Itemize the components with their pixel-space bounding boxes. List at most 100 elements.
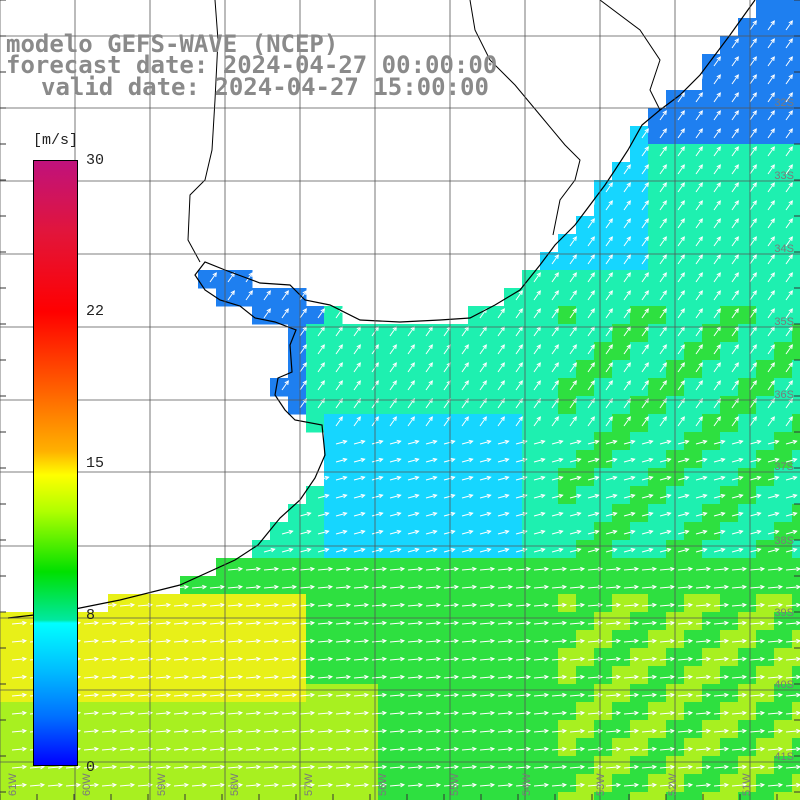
wind-speed-cell [648,630,667,649]
wind-speed-cell [792,630,800,649]
wind-arrow [551,439,564,445]
wind-arrow [479,692,496,698]
wind-speed-cell [702,396,721,415]
wind-speed-cell [306,306,325,325]
wind-speed-cell [630,252,649,271]
wind-speed-cell [504,522,523,541]
wind-speed-cell [252,774,271,793]
wind-speed-cell [360,468,379,487]
wind-speed-cell [774,342,793,361]
longitude-label: 54W [521,773,533,796]
wind-arrow [605,566,622,572]
wind-arrow [785,56,793,67]
wind-arrow [155,764,172,770]
wind-arrow [587,218,595,229]
wind-arrow [209,764,226,770]
wind-arrow [389,638,406,644]
wind-speed-cell [432,540,451,559]
wind-arrow [173,656,190,662]
wind-arrow [11,638,28,644]
wind-arrow [533,380,541,391]
wind-arrow [263,602,280,608]
wind-speed-cell [324,774,343,793]
wind-arrow [281,566,298,572]
wind-speed-cell [162,666,181,685]
wind-speed-cell [738,54,757,73]
wind-speed-cell [774,684,793,703]
wind-arrow [497,380,505,391]
wind-speed-cell [486,522,505,541]
wind-arrow [209,638,226,644]
wind-arrow [713,529,726,535]
wind-arrow [335,746,352,752]
wind-arrow [641,710,658,716]
wind-arrow [695,146,703,157]
wind-speed-cell [504,414,523,433]
wind-arrow [569,475,582,481]
wind-speed-cell [468,432,487,451]
wind-arrow [533,584,550,590]
wind-speed-cell [612,324,631,343]
wind-arrow [695,457,708,463]
wind-speed-cell [594,342,613,361]
wind-arrow [389,746,406,752]
wind-arrow [83,746,100,752]
wind-arrow [767,511,780,517]
wind-arrow [155,656,172,662]
wind-arrow [173,782,190,788]
wind-speed-cell [342,450,361,469]
wind-speed-cell [270,666,289,685]
wind-speed-cell [486,414,505,433]
wind-arrow [677,110,685,121]
wind-speed-cell [234,558,253,577]
wind-arrow [497,529,510,535]
wind-speed-cell [342,486,361,505]
wind-speed-cell [720,162,739,181]
wind-arrow [425,511,438,517]
wind-arrow [443,493,456,499]
wind-arrow [659,182,667,193]
wind-speed-cell [576,252,595,271]
wind-speed-cell [180,612,199,631]
wind-arrow [551,547,564,553]
wind-speed-cell [648,450,667,469]
longitude-label: 53W [595,773,607,796]
wind-speed-cell [468,630,487,649]
wind-speed-cell [792,612,800,631]
wind-speed-cell [630,702,649,721]
wind-speed-cell [792,648,800,667]
wind-arrow [731,128,739,139]
wind-arrow [569,620,586,626]
wind-speed-cell [306,594,325,613]
wind-speed-cell [414,414,433,433]
wind-arrow [731,620,748,626]
wind-speed-cell [468,324,487,343]
wind-speed-cell [594,774,613,793]
wind-arrow [641,308,649,319]
wind-speed-cell [720,432,739,451]
wind-speed-cell [702,684,721,703]
wind-arrow [371,584,388,590]
wind-arrow [209,746,226,752]
wind-arrow [497,710,514,716]
wind-speed-cell [378,558,397,577]
wind-arrow [731,218,739,229]
wind-speed-cell [90,666,109,685]
wind-arrow [533,782,550,788]
wind-arrow [353,620,370,626]
wind-arrow [443,710,460,716]
wind-arrow [569,236,577,247]
wind-speed-cell [288,702,307,721]
wind-speed-cell [774,576,793,595]
longitude-label: 57W [303,773,315,796]
wind-arrow [731,272,739,283]
wind-speed-cell [558,612,577,631]
wind-arrow [281,746,298,752]
wind-arrow [551,416,559,427]
wind-speed-cell [738,522,757,541]
wind-arrow [371,638,388,644]
wind-speed-cell [378,720,397,739]
wind-arrow [659,380,667,391]
wind-speed-cell [702,234,721,253]
wind-arrow [263,764,280,770]
